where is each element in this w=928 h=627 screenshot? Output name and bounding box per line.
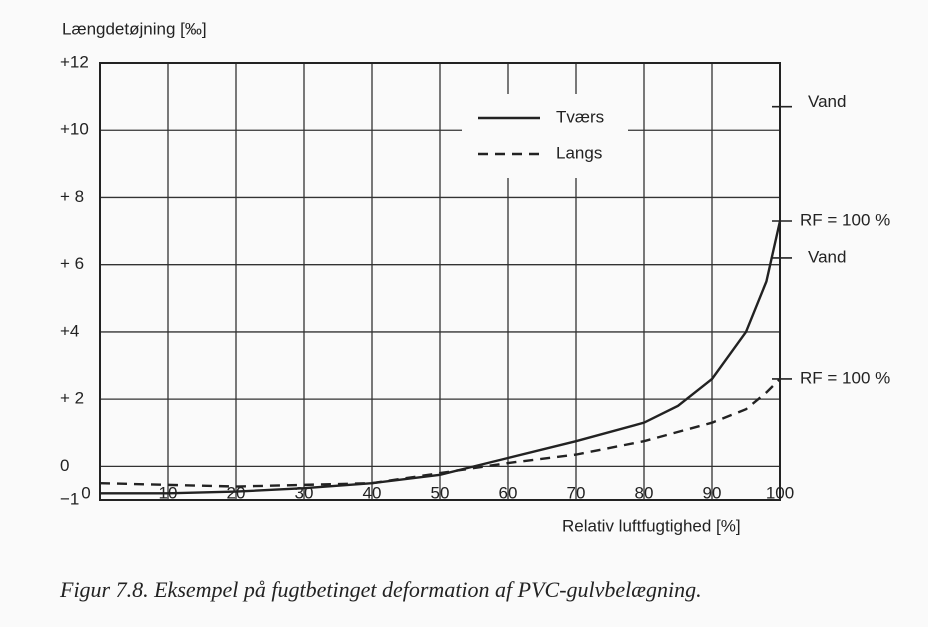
series-line	[99, 378, 781, 488]
y-tick-label: +10	[60, 120, 89, 139]
y-tick-label: + 2	[60, 389, 84, 408]
y-tick-label: +4	[60, 321, 79, 340]
series-line	[100, 220, 782, 495]
legend-label: Tværs	[556, 107, 604, 126]
annotation-label: Vand	[808, 247, 846, 266]
y-axis-title: Længdetøjning [‰]	[62, 19, 207, 38]
legend-label: Langs	[556, 143, 602, 162]
annotation-label: Vand	[808, 92, 846, 111]
y-tick-label: 0	[60, 456, 69, 475]
y-tick-label: +12	[60, 52, 89, 71]
y-tick-label: −1	[60, 489, 79, 508]
y-tick-label: + 6	[60, 254, 84, 273]
plot-frame	[99, 62, 781, 501]
annotation-label: RF = 100 %	[800, 210, 890, 229]
legend-box	[462, 94, 628, 178]
caption: Figur 7.8. Eksempel på fugtbetinget defo…	[59, 577, 702, 602]
x-axis-title: Relativ luftfugtighed [%]	[562, 516, 741, 535]
y-tick-label: + 8	[60, 187, 84, 206]
x-tick-label: 0	[81, 483, 90, 502]
annotation-label: RF = 100 %	[800, 368, 890, 387]
